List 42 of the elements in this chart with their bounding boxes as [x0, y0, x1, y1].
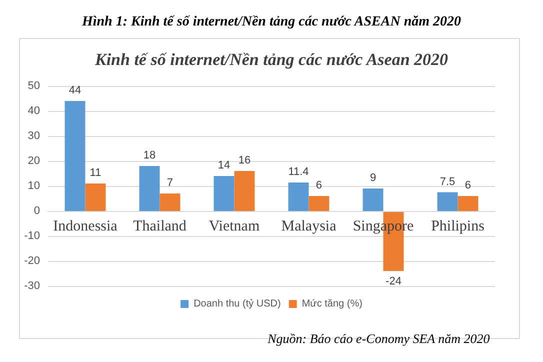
bar [64, 101, 86, 211]
bar [288, 182, 309, 211]
data-label: 7.5 [440, 176, 456, 188]
text: Nguồn: Báo cáo e-Conomy SEA năm 2020 [266, 331, 490, 346]
bar [437, 192, 458, 211]
bar [234, 171, 255, 211]
x-tick-label: Philipins [431, 218, 485, 234]
x-tick-label: Vietnam [208, 218, 260, 234]
y-tick-label: 20 [28, 155, 40, 167]
bar [214, 176, 234, 211]
x-tick-label: Thailand [133, 218, 187, 234]
bar [139, 166, 160, 211]
data-label: 44 [68, 84, 82, 96]
data-label: 11.4 [288, 166, 309, 178]
data-label: -24 [386, 276, 402, 288]
legend-label: Mức tăng (%) [302, 298, 362, 310]
x-tick-label: Indonessia [53, 218, 118, 234]
legend-label: Doanh thu (tỷ USD) [194, 298, 281, 310]
chart-subtitle: Kinh tế số internet/Nền tảng các nước Asean 2020 [94, 50, 449, 69]
y-tick-label: -30 [24, 280, 40, 292]
y-tick-label: 0 [34, 205, 40, 217]
data-label: 11 [90, 167, 102, 179]
bar [85, 184, 106, 211]
data-label: 14 [218, 160, 230, 172]
bar [308, 196, 330, 211]
data-label: 9 [370, 172, 376, 184]
data-label: 7 [166, 177, 174, 189]
y-tick-label: -10 [24, 230, 40, 242]
y-tick-label: 10 [28, 180, 40, 192]
x-tick-label: Malaysia [281, 218, 337, 234]
bar [458, 196, 478, 211]
y-tick-label: 40 [28, 105, 40, 117]
data-label: 6 [464, 180, 472, 192]
y-tick-label: 50 [28, 80, 40, 92]
y-tick-label: 30 [28, 130, 40, 142]
bar [362, 188, 384, 211]
chart-title: Hình 1: Kinh tế số internet/Nền tảng các nước ASEAN năm 2020 [80, 14, 462, 30]
bar [160, 194, 180, 211]
data-label: 16 [238, 154, 251, 166]
data-label: 6 [316, 180, 322, 192]
data-label: 18 [143, 150, 156, 162]
y-tick-label: -20 [24, 255, 40, 267]
